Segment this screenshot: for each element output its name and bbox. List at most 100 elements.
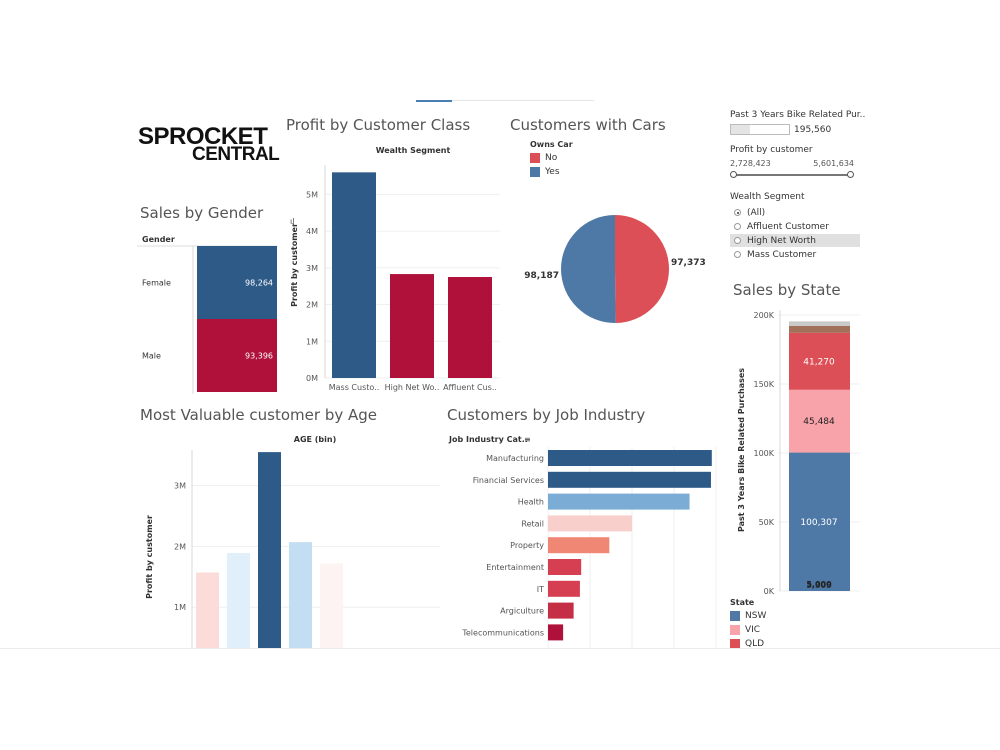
age-bar-3 [289,542,312,648]
title-class: Profit by Customer Class [286,116,471,134]
age-bar-0 [196,572,219,648]
segment-option-label: Affluent Customer [747,221,829,232]
segment-option[interactable]: High Net Worth [730,234,860,247]
radio-icon [734,223,741,230]
cars-legend-yes[interactable]: Yes [530,165,573,179]
purchases-filter-bar [730,124,790,135]
purchases-filter-fill [731,125,751,134]
age-bar-1 [227,553,250,648]
radio-icon [734,251,741,258]
sprocket-logo: SPROCKET CENTRAL [138,125,280,165]
bottom-divider [0,648,1000,649]
industry-bar-6 [548,580,580,597]
class-bar-0 [332,172,376,378]
legend-label-yes: Yes [545,167,560,177]
filter-panel: Past 3 Years Bike Related Pur.. 195,560 … [730,110,870,262]
cars-legend-no[interactable]: No [530,151,573,165]
legend-label-qld: QLD [745,639,765,648]
industry-category-label: Retail [521,519,544,528]
industry-category-label: Health [518,498,544,507]
cars-legend: Owns Car No Yes [530,140,573,179]
pie-label-yes: 98,187 [524,271,559,281]
profit-slider-handle-max[interactable] [847,171,854,178]
profit-slider-handle-min[interactable] [730,171,737,178]
state-bar-segment-nsw [789,452,850,591]
legend-swatch-vic [730,625,740,635]
industry-category-label: Property [510,541,544,550]
state-legend: State NSW VIC QLD [730,598,766,648]
industry-category-label: Entertainment [486,563,544,572]
industry-bar-8 [548,624,564,641]
gender-category-label: Female [142,279,171,288]
top-accent [416,100,452,102]
state-data-label-small: 3,305 [806,581,832,590]
industry-bar-4 [548,537,610,554]
top-divider [416,100,594,101]
cars-legend-title: Owns Car [530,140,573,149]
industry-bar-0 [548,450,712,466]
segment-option-label: (All) [747,207,766,218]
segment-filter-options: (All) Affluent Customer High Net Worth Mass… [730,206,860,261]
industry-bar-3 [548,515,632,532]
profit-slider[interactable] [730,170,854,180]
pie-label-no: 97,373 [671,258,706,268]
state-tick-label: 150K [753,380,774,389]
profit-filter-range: 2,728,423 5,601,634 [730,159,854,168]
legend-swatch-qld [730,639,740,648]
state-tick-label: 50K [759,518,775,527]
profit-filter-min: 2,728,423 [730,159,771,168]
gender-bar-male [197,319,277,392]
segment-filter-label: Wealth Segment [730,192,805,202]
segment-option[interactable]: Affluent Customer [730,220,860,233]
state-data-label: 45,484 [803,417,835,427]
segment-option[interactable]: (All) [730,206,860,219]
title-industry: Customers by Job Industry [447,406,646,424]
industry-category-label: Financial Services [473,476,544,485]
class-tick-label: 3M [306,264,318,273]
segment-option-label: Mass Customer [747,249,817,260]
industry-bar-5 [548,559,582,575]
industry-category-label: Argiculture [500,607,544,616]
class-category-label: High Net Wo.. [385,383,440,392]
state-bar-segment-qld [789,332,850,390]
state-bar-segment-other2 [789,321,850,326]
class-tick-label: 1M [306,337,318,346]
gender-data-label: 93,396 [245,352,273,361]
purchases-filter-value: 195,560 [794,124,832,135]
segment-option[interactable]: Mass Customer [730,248,860,261]
class-ylabel: Profit by customer [290,223,299,307]
industry-bar-1 [548,471,711,488]
title-age: Most Valuable customer by Age [140,406,378,424]
industry-category-label: IT [537,585,544,594]
class-category-label: Affluent Cus.. [443,383,497,392]
class-tick-label: 0M [306,374,318,383]
class-bar-2 [448,277,492,378]
state-legend-qld[interactable]: QLD [730,637,766,648]
class-tick-label: 2M [306,301,318,310]
pie-slice-yes [561,215,616,323]
state-legend-vic[interactable]: VIC [730,623,766,637]
industry-category-label: Telecommunications [461,628,544,637]
gender-category-label: Male [142,352,161,361]
radio-icon [734,209,741,216]
state-data-label-small: 5,000 [806,580,832,589]
legend-label-no: No [545,153,558,163]
purchases-filter-label: Past 3 Years Bike Related Pur.. [730,110,866,120]
state-data-label: 41,270 [803,357,835,367]
legend-swatch-yes [530,167,540,177]
class-tick-label: 4M [306,227,318,236]
legend-label-nsw: NSW [745,611,767,621]
legend-label-vic: VIC [745,625,761,635]
industry-bar-2 [548,493,690,510]
radio-icon [734,237,741,244]
state-tick-label: 200K [753,311,774,320]
age-bar-2 [258,452,281,648]
title-gender: Sales by Gender [140,204,264,222]
profit-slider-track [734,174,850,176]
gender-bar-female [197,246,277,319]
state-legend-nsw[interactable]: NSW [730,609,766,623]
title-cars: Customers with Cars [510,116,666,134]
segment-option-label: High Net Worth [747,235,817,246]
purchases-filter[interactable]: 195,560 [730,124,870,135]
class-category-label: Mass Custo.. [329,383,379,392]
